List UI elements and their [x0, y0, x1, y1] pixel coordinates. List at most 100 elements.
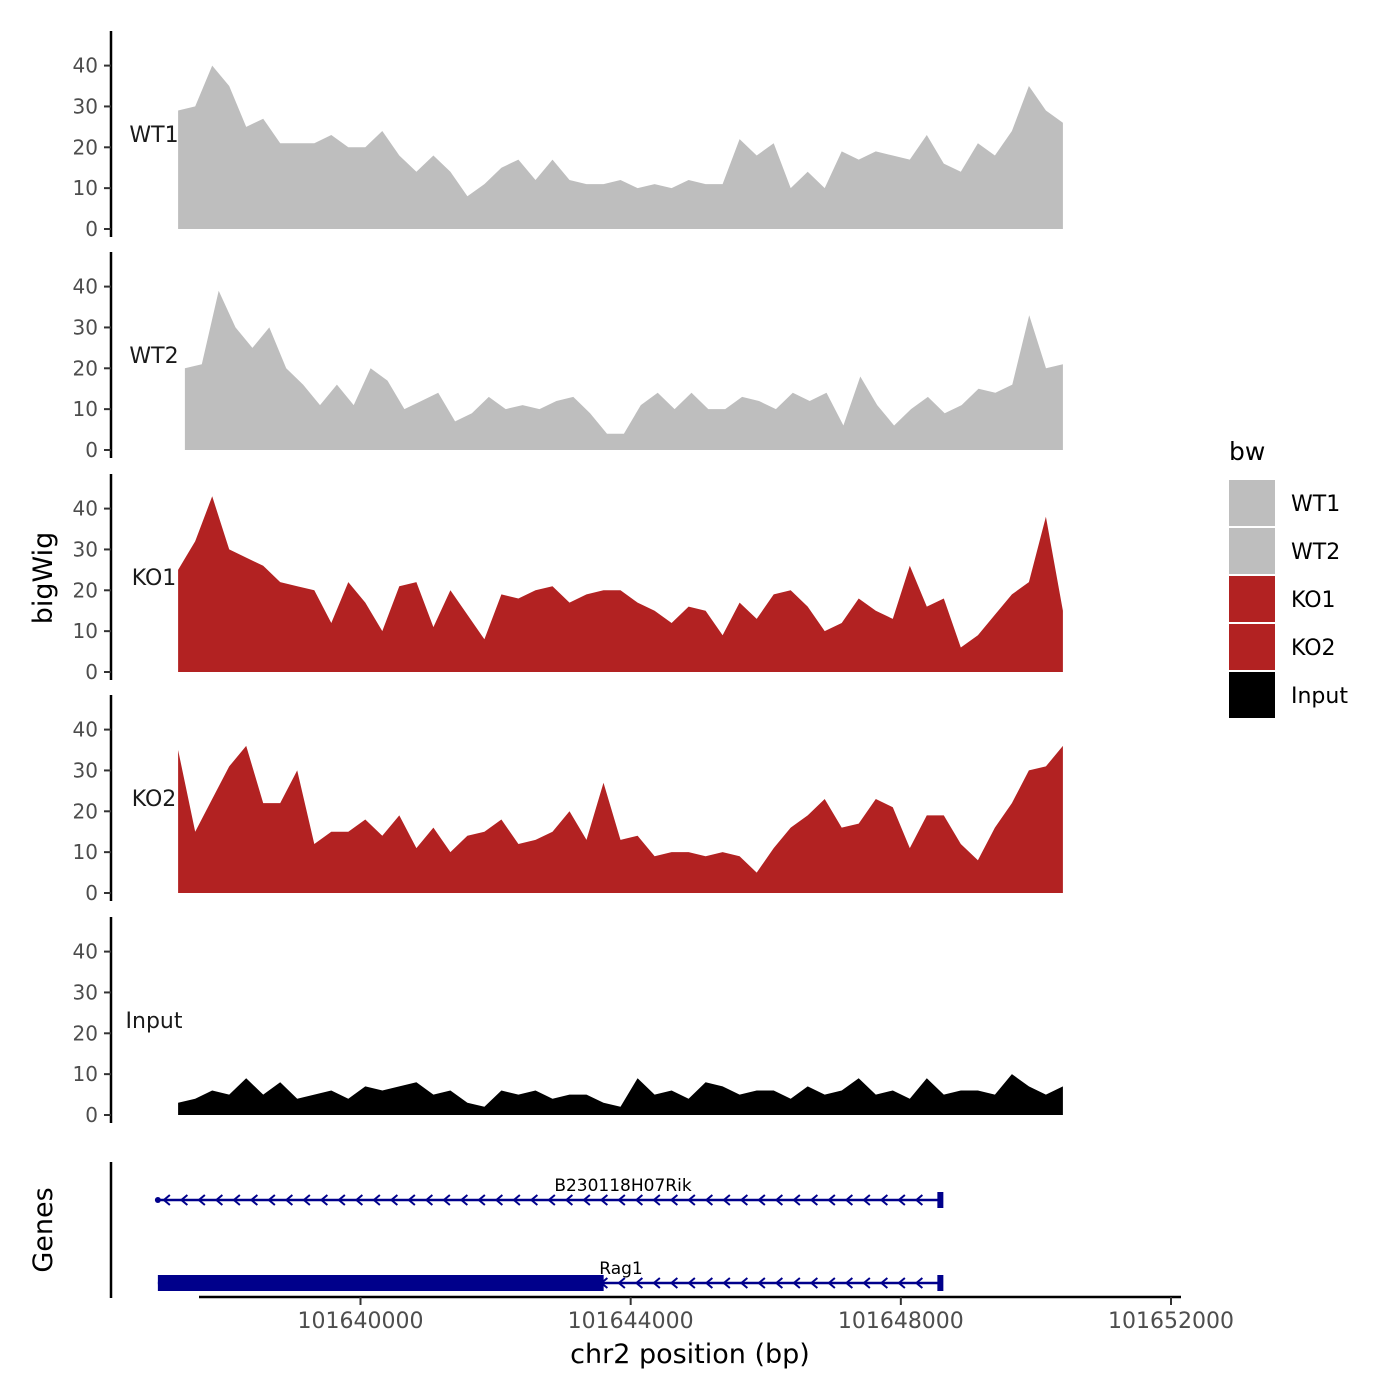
y-tick-label: 40	[73, 497, 98, 521]
strand-arrow	[757, 1194, 766, 1206]
strand-arrow	[354, 1194, 364, 1206]
strand-arrow	[722, 1277, 731, 1289]
track-label-wt1: WT1	[129, 123, 178, 148]
strand-arrow	[669, 1277, 679, 1289]
strand-arrow	[652, 1277, 661, 1289]
strand-arrow	[879, 1277, 889, 1289]
strand-arrow	[372, 1194, 381, 1206]
x-axis-title: chr2 position (bp)	[570, 1339, 810, 1370]
track-input: 0 10 20 30 40 Input	[73, 917, 1063, 1127]
strand-arrow	[634, 1277, 644, 1289]
strand-arrow	[582, 1194, 591, 1206]
gene-label: Rag1	[599, 1259, 642, 1279]
y-tick-label: 10	[73, 619, 98, 643]
x-tick-label: 101648000	[838, 1309, 964, 1334]
strand-arrow	[599, 1194, 609, 1206]
strand-arrow	[844, 1194, 854, 1206]
legend-title: bw	[1229, 437, 1265, 466]
strand-arrow	[249, 1194, 259, 1206]
strand-arrow	[442, 1194, 451, 1206]
y-tick-label: 30	[73, 315, 98, 339]
gene-exon-block	[157, 1275, 604, 1291]
y-tick-label: 30	[73, 980, 98, 1004]
strand-arrow	[774, 1277, 784, 1289]
strand-arrow	[722, 1194, 731, 1206]
x-tick-label: 101644000	[568, 1309, 694, 1334]
legend-key-wt2	[1229, 528, 1275, 574]
strand-arrow	[337, 1194, 346, 1206]
strand-arrow	[617, 1194, 626, 1206]
legend-label: KO1	[1291, 588, 1336, 613]
coverage-tracks: 0 10 20 30 40 WT1 0 10 20 30 40 WT2 0 10 20 30 40 KO1 0 10 2…	[73, 31, 1063, 1127]
y-tick-label: 10	[73, 176, 98, 200]
strand-arrow	[652, 1194, 661, 1206]
track-label-wt2: WT2	[129, 344, 178, 369]
strand-arrow	[704, 1277, 714, 1289]
legend-label: Input	[1291, 684, 1348, 709]
strand-arrow	[897, 1194, 906, 1206]
y-tick-label: 20	[73, 1021, 98, 1045]
legend-key-wt1	[1229, 480, 1275, 526]
strand-arrow	[879, 1194, 889, 1206]
gene-rag1: Rag1	[157, 1259, 944, 1291]
y-tick-label: 0	[85, 438, 98, 462]
y-axis-title: bigWig	[28, 532, 59, 625]
strand-arrow	[914, 1277, 924, 1289]
y-tick-label: 0	[85, 881, 98, 905]
strand-arrow	[389, 1194, 399, 1206]
strand-arrow	[862, 1194, 871, 1206]
strand-arrow	[634, 1194, 644, 1206]
strand-arrow	[862, 1277, 871, 1289]
track-ko2: 0 10 20 30 40 KO2	[73, 695, 1063, 905]
strand-arrow	[739, 1277, 749, 1289]
y-tick-label: 40	[73, 718, 98, 742]
strand-arrow	[739, 1194, 749, 1206]
legend-key-ko2	[1229, 624, 1275, 670]
legend-entry-ko1: KO1	[1229, 576, 1336, 622]
genes-panel: B230118H07Rik Rag1	[109, 1162, 944, 1298]
y-tick-label: 20	[73, 799, 98, 823]
strand-arrow	[214, 1194, 224, 1206]
y-tick-label: 0	[85, 660, 98, 684]
strand-arrow	[809, 1277, 819, 1289]
track-label-input: Input	[126, 1009, 183, 1034]
strand-arrow	[687, 1277, 696, 1289]
y-tick-label: 30	[73, 537, 98, 561]
legend-label: WT1	[1291, 492, 1340, 517]
legend-entry-wt1: WT1	[1229, 480, 1340, 526]
strand-arrow	[827, 1277, 836, 1289]
track-wt1: 0 10 20 30 40 WT1	[73, 31, 1063, 241]
strand-arrow	[704, 1194, 714, 1206]
coverage-area-ko2	[178, 745, 1063, 893]
coverage-area-wt1	[178, 65, 1063, 229]
strand-arrow	[547, 1194, 556, 1206]
strand-arrow	[669, 1194, 679, 1206]
strand-arrow	[302, 1194, 311, 1206]
track-label-ko1: KO1	[132, 566, 177, 591]
gene-end-cap	[937, 1275, 944, 1291]
strand-arrow	[914, 1194, 924, 1206]
y-tick-label: 40	[73, 275, 98, 299]
track-wt2: 0 10 20 30 40 WT2	[73, 252, 1063, 462]
y-tick-label: 30	[73, 758, 98, 782]
legend-entry-ko2: KO2	[1229, 624, 1336, 670]
strand-arrow	[459, 1194, 469, 1206]
strand-arrow	[774, 1194, 784, 1206]
y-tick-label: 10	[73, 397, 98, 421]
strand-arrow	[564, 1194, 574, 1206]
strand-arrow	[477, 1194, 486, 1206]
x-tick-label: 101652000	[1108, 1309, 1234, 1334]
x-axis: 101640000 101644000 101648000 101652000	[199, 1295, 1234, 1334]
y-tick-label: 20	[73, 578, 98, 602]
legend-entry-wt2: WT2	[1229, 528, 1340, 574]
legend: bw WT1 WT2 KO1 KO2 Input	[1229, 437, 1348, 718]
genes-axis-title: Genes	[28, 1187, 59, 1272]
strand-arrow	[162, 1194, 171, 1206]
legend-label: WT2	[1291, 540, 1340, 565]
y-tick-label: 10	[73, 840, 98, 864]
strand-arrow	[687, 1194, 696, 1206]
strand-arrow	[267, 1194, 276, 1206]
y-tick-label: 0	[85, 1103, 98, 1127]
strand-arrow	[512, 1194, 521, 1206]
legend-key-input	[1229, 672, 1275, 718]
